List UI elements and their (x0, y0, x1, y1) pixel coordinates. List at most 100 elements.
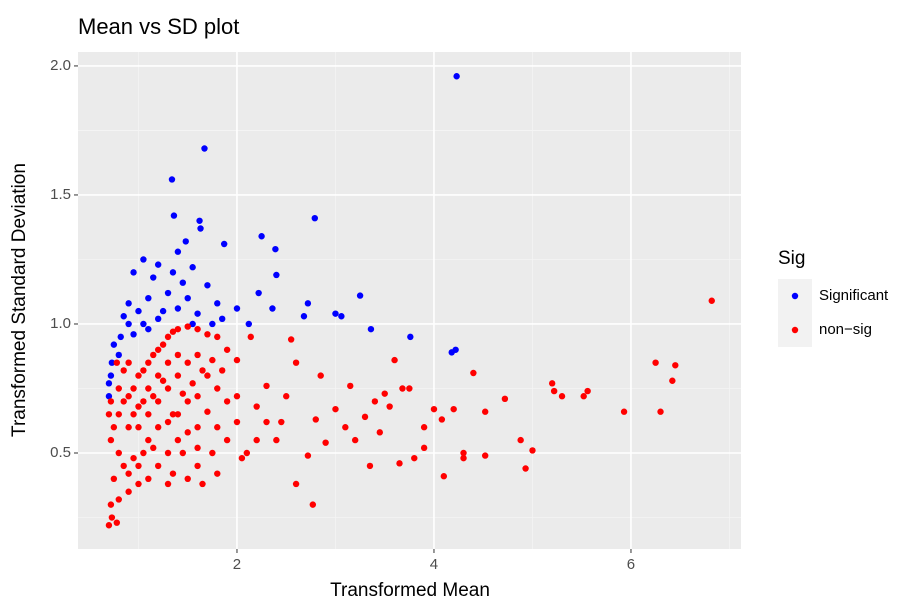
x-tick-label: 6 (627, 556, 635, 573)
point (110, 341, 118, 348)
point (347, 382, 354, 390)
point (201, 145, 208, 152)
point (381, 390, 388, 397)
point (125, 393, 132, 400)
point (548, 380, 556, 387)
point (253, 436, 260, 444)
point (273, 271, 280, 279)
point (245, 320, 252, 328)
point (168, 176, 176, 183)
y-axis-title: Transformed Standard Deviation (9, 163, 30, 437)
point (351, 436, 359, 444)
point (154, 315, 162, 323)
point (107, 501, 115, 508)
point (263, 418, 270, 426)
point (558, 393, 566, 400)
point (420, 444, 428, 452)
point (366, 462, 374, 470)
point (470, 369, 477, 377)
point (108, 359, 116, 366)
point (322, 439, 329, 446)
point (159, 377, 167, 384)
point (159, 341, 167, 348)
point (107, 436, 115, 444)
legend-title: Sig (778, 248, 805, 269)
point (125, 300, 132, 307)
point (522, 465, 529, 472)
point (105, 522, 113, 529)
point (130, 454, 137, 462)
point (125, 320, 132, 328)
x-tick-label: 2 (233, 556, 241, 573)
point (145, 294, 152, 302)
point (164, 289, 172, 297)
point (154, 398, 162, 405)
point (194, 325, 201, 333)
point (154, 346, 162, 353)
point (120, 462, 127, 470)
point (184, 323, 191, 330)
point (184, 294, 191, 302)
point (233, 393, 241, 400)
point (154, 372, 162, 379)
point (184, 359, 191, 366)
point (115, 351, 122, 359)
point (657, 408, 664, 415)
point (105, 380, 113, 387)
point (135, 307, 142, 315)
point (332, 405, 339, 413)
point (107, 372, 115, 379)
point (386, 403, 393, 410)
point (194, 393, 201, 400)
point (204, 372, 211, 379)
point (110, 424, 118, 431)
point (174, 351, 182, 359)
point (214, 424, 221, 431)
point (140, 398, 147, 405)
point (580, 393, 587, 400)
point (219, 367, 226, 374)
legend-marker (791, 292, 799, 300)
point (317, 372, 324, 379)
point (269, 305, 276, 312)
point (189, 320, 196, 328)
point (460, 454, 467, 462)
point (196, 217, 203, 224)
point (672, 362, 679, 369)
point (105, 393, 113, 400)
point (130, 269, 137, 276)
point (448, 349, 455, 356)
point (120, 398, 127, 405)
point (154, 462, 162, 470)
point (120, 313, 127, 320)
point (135, 372, 142, 379)
point (312, 416, 319, 423)
point (164, 385, 172, 392)
point (145, 359, 152, 366)
point (406, 385, 413, 392)
point (214, 385, 221, 392)
point (164, 333, 172, 341)
point (174, 325, 182, 333)
point (223, 346, 231, 353)
point (209, 449, 216, 457)
point (652, 359, 659, 366)
point (174, 248, 182, 255)
point (174, 305, 182, 312)
point (371, 398, 379, 405)
point (204, 282, 211, 289)
point (125, 359, 132, 366)
point (584, 387, 591, 395)
x-tick-label: 4 (430, 556, 438, 573)
point (338, 313, 345, 320)
point (169, 411, 177, 418)
point (214, 333, 221, 341)
point (145, 436, 152, 444)
point (184, 429, 191, 436)
y-tick-label: 2.0 (50, 57, 71, 74)
point (287, 336, 295, 343)
point (361, 413, 369, 421)
point (125, 488, 132, 495)
point (430, 405, 438, 413)
point (204, 331, 211, 338)
